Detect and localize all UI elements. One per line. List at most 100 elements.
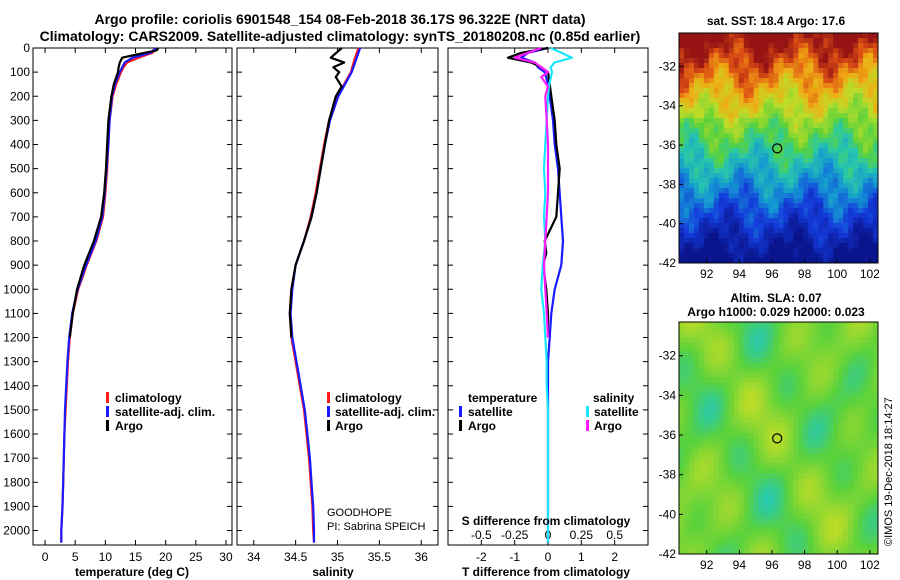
map-cell: [758, 233, 765, 239]
map-cell: [718, 233, 725, 239]
map-cell: [758, 168, 765, 174]
map-cell: [679, 203, 685, 209]
map-cell: [713, 173, 720, 179]
map-cell: [679, 543, 685, 550]
map-cell: [873, 468, 879, 474]
map-cell: [803, 218, 809, 224]
map-cell: [723, 88, 730, 94]
map-cell: [803, 448, 809, 454]
map-cell: [863, 523, 869, 530]
map-cell: [698, 493, 705, 500]
map-cell: [823, 392, 829, 399]
map-cell: [793, 53, 799, 59]
map-cell: [768, 427, 775, 434]
map-cell: [873, 98, 879, 104]
map-cell: [748, 508, 755, 515]
map-cell: [748, 48, 755, 54]
map-cell: [848, 113, 854, 119]
map-cell: [718, 158, 725, 164]
map-cell: [828, 213, 834, 219]
map-cell: [698, 337, 705, 343]
map-cell: [703, 168, 710, 174]
map-cell: [793, 173, 799, 179]
map-cell: [813, 443, 819, 449]
map-cell: [718, 238, 725, 244]
map-cell: [833, 188, 839, 194]
map-cell: [758, 53, 765, 59]
map-cell: [813, 113, 819, 119]
map-cell: [768, 357, 775, 363]
map-cell: [793, 513, 799, 520]
map-cell: [728, 483, 735, 489]
map-cell: [853, 392, 859, 399]
map-cell: [798, 453, 804, 459]
map-cell: [738, 327, 745, 333]
map-cell: [843, 367, 849, 373]
map-cell: [808, 73, 814, 79]
map-cell: [713, 43, 720, 49]
map-cell: [843, 123, 849, 129]
map-cell: [788, 478, 794, 484]
map-cell: [743, 68, 750, 74]
map-cell: [838, 193, 844, 199]
map-cell: [783, 193, 789, 199]
map-cell: [793, 523, 799, 530]
map-cell: [793, 213, 799, 219]
map-cell: [683, 98, 690, 104]
map-cell: [863, 68, 869, 74]
map-cell: [758, 387, 765, 394]
map-cell: [723, 108, 730, 114]
map-cell: [743, 528, 750, 535]
map-cell: [758, 327, 765, 333]
map-cell: [863, 473, 869, 479]
map-cell: [713, 387, 720, 394]
map-cell: [783, 128, 789, 134]
map-cell: [763, 73, 770, 79]
map-cell: [788, 183, 794, 189]
map-cell: [778, 133, 784, 139]
map-cell: [788, 33, 794, 39]
map-cell: [768, 93, 775, 99]
map-cell: [793, 68, 799, 74]
map-cell: [783, 382, 789, 389]
map-cell: [688, 387, 695, 394]
map-cell: [688, 538, 695, 545]
map-cell: [728, 488, 735, 494]
map-cell: [868, 113, 874, 119]
map-cell: [813, 332, 819, 338]
map-cell: [723, 183, 730, 189]
map-cell: [813, 258, 819, 264]
map-cell: [703, 183, 710, 189]
map-cell: [813, 523, 819, 530]
map-cell: [778, 83, 784, 89]
map-cell: [683, 387, 690, 394]
map-cell: [748, 377, 755, 384]
map-cell: [833, 228, 839, 234]
map-cell: [738, 438, 745, 444]
map-cell: [758, 98, 765, 104]
map-cell: [718, 513, 725, 520]
map-cell: [833, 327, 839, 333]
map-cell: [758, 533, 765, 540]
map-cell: [868, 438, 874, 444]
map-cell: [858, 372, 864, 378]
map-cell: [688, 63, 695, 69]
map-cell: [813, 478, 819, 484]
map-cell: [728, 238, 735, 244]
map-cell: [838, 468, 844, 474]
map-cell: [713, 362, 720, 368]
map-cell: [863, 133, 869, 139]
map-cell: [708, 113, 715, 119]
map-cell: [783, 488, 789, 494]
map-cell: [848, 427, 854, 434]
map-cell: [808, 218, 814, 224]
map-cell: [793, 322, 799, 328]
map-cell: [683, 258, 690, 264]
map-cell: [688, 417, 695, 424]
map-cell: [703, 38, 710, 44]
map-cell: [758, 173, 765, 179]
map-cell: [808, 138, 814, 144]
map-cell: [853, 528, 859, 535]
map-cell: [798, 397, 804, 404]
map-cell: [703, 178, 710, 184]
